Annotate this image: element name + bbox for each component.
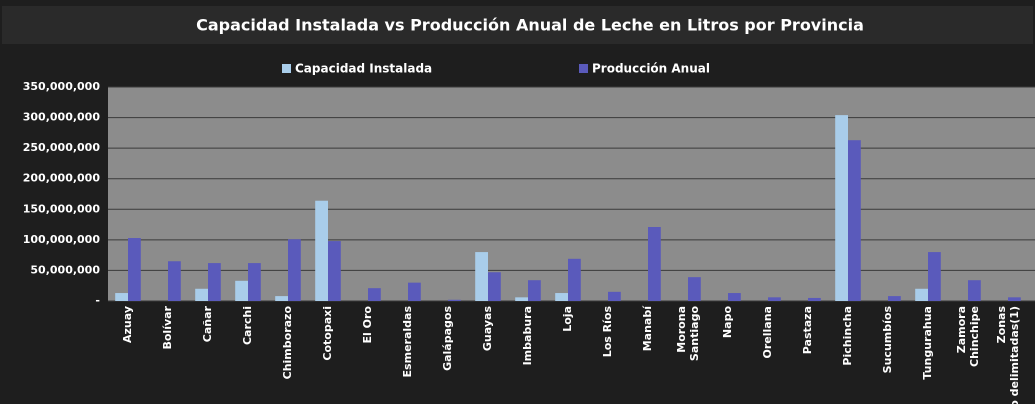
bar	[128, 238, 141, 301]
x-tick-label: Cotopaxi	[321, 306, 334, 361]
bar	[195, 288, 208, 301]
bar	[688, 277, 701, 301]
bar	[248, 263, 261, 301]
y-tick-label: 300,000,000	[23, 111, 101, 124]
x-tick-label: Chimborazo	[281, 306, 294, 380]
bar	[928, 252, 941, 301]
bar	[235, 280, 248, 301]
bar	[488, 272, 501, 301]
x-tick-label: Pichincha	[841, 306, 854, 366]
bar	[835, 115, 848, 301]
bar	[275, 296, 288, 301]
x-tick-label: Bolívar	[161, 305, 174, 349]
x-tick-label: Imbabura	[521, 306, 534, 365]
x-tick-label: Los Ríos	[601, 306, 614, 358]
bar	[968, 280, 981, 301]
bar	[915, 288, 928, 301]
y-tick-label: 50,000,000	[30, 263, 100, 276]
legend-swatch	[282, 64, 291, 73]
y-tick-label: 100,000,000	[23, 233, 101, 246]
x-tick-label: Azuay	[121, 306, 134, 343]
bar	[448, 299, 461, 301]
x-tick-label: Guayas	[481, 306, 494, 352]
y-tick-label: 150,000,000	[23, 202, 101, 215]
x-tick-label-line: Morona	[675, 306, 688, 353]
x-tick-label: Loja	[561, 306, 574, 332]
x-tick-label-line: Zamora	[955, 306, 968, 353]
title-band	[2, 6, 1033, 44]
x-tick-label: Tungurahua	[921, 306, 934, 380]
bar	[475, 252, 488, 301]
bar	[408, 282, 421, 301]
chart-title: Capacidad Instalada vs Producción Anual …	[196, 16, 864, 35]
bar	[888, 296, 901, 301]
bar	[608, 291, 621, 301]
bar	[568, 258, 581, 301]
bar	[555, 293, 568, 301]
bar	[328, 241, 341, 301]
x-tick-label: Galápagos	[441, 306, 454, 371]
x-tick-label: Orellana	[761, 306, 774, 358]
x-tick-label-line: no delimitadas(1)	[1008, 306, 1021, 404]
bar	[528, 280, 541, 301]
bar	[315, 200, 328, 301]
bar	[288, 239, 301, 301]
x-tick-label-line: Chinchipe	[968, 306, 981, 367]
bar	[515, 297, 528, 301]
bar	[728, 293, 741, 301]
x-tick-label: Zonasno delimitadas(1)	[995, 306, 1021, 404]
legend-label: Producción Anual	[592, 62, 710, 76]
bar	[648, 227, 661, 301]
bar	[368, 288, 381, 301]
x-tick-label: Cañar	[201, 305, 214, 342]
y-tick-label: 200,000,000	[23, 172, 101, 185]
bar	[168, 261, 181, 301]
bar	[208, 263, 221, 301]
y-tick-label: 250,000,000	[23, 141, 101, 154]
x-tick-label: Manabí	[641, 305, 654, 351]
x-tick-label: MoronaSantiago	[675, 306, 701, 362]
x-tick-label: Pastaza	[801, 306, 814, 354]
bar	[768, 297, 781, 301]
x-tick-label-line: Santiago	[688, 306, 701, 362]
x-tick-label: Napo	[721, 306, 734, 339]
y-tick-label: 350,000,000	[23, 80, 101, 93]
legend-label: Capacidad Instalada	[295, 62, 432, 76]
x-tick-label: ZamoraChinchipe	[955, 306, 981, 367]
legend-swatch	[579, 64, 588, 73]
bar	[115, 293, 128, 301]
y-tick-label: -	[95, 294, 100, 307]
x-tick-label: Carchi	[241, 306, 254, 345]
x-tick-label: Sucumbíos	[881, 306, 894, 374]
x-tick-label-line: Zonas	[995, 306, 1008, 344]
bar	[1008, 297, 1021, 301]
x-tick-label: El Oro	[361, 306, 374, 344]
x-tick-label: Esmeraldas	[401, 306, 414, 378]
bar	[808, 297, 821, 301]
bar	[848, 140, 861, 301]
